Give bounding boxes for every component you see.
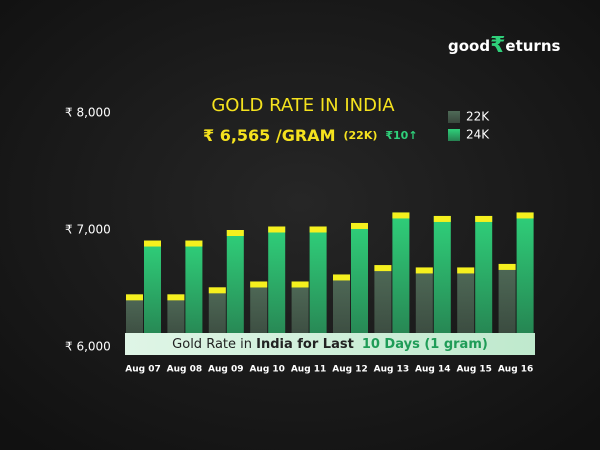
bar-cap	[268, 226, 286, 233]
caption: Gold Rate in India for Last 10 Days (1 gr…	[172, 337, 488, 352]
bar-cap	[291, 281, 309, 288]
bar	[392, 212, 410, 347]
bar-cap	[475, 215, 493, 222]
x-tick-label: Aug 09	[208, 365, 243, 375]
logo: good₹eturns	[448, 33, 561, 58]
bar	[208, 287, 226, 347]
bar	[250, 281, 268, 347]
bar	[415, 267, 433, 347]
bar-cap	[309, 226, 327, 233]
bar-cap	[433, 215, 451, 222]
bar	[351, 222, 368, 347]
y-tick-label: ₹ 6,000	[65, 340, 111, 354]
bar-cap	[167, 294, 185, 301]
x-tick-label: Aug 08	[167, 365, 202, 375]
bar-cap	[333, 274, 350, 281]
x-tick-label: Aug 10	[249, 365, 284, 375]
bar-cap	[226, 230, 244, 236]
price: ₹ 6,565 /GRAM (22K) ₹10↑	[203, 126, 418, 145]
bar-cap	[185, 240, 203, 247]
x-tick-label: Aug 14	[415, 365, 450, 375]
bar-cap	[126, 294, 143, 301]
bar-cap	[144, 240, 161, 247]
bar-cap	[392, 212, 410, 219]
x-tick-label: Aug 07	[125, 365, 160, 375]
legend-swatch	[448, 129, 460, 141]
bar	[309, 226, 327, 347]
bar	[333, 274, 350, 347]
bar-cap	[415, 267, 433, 274]
bar-cap	[351, 222, 368, 229]
bar	[457, 267, 475, 347]
legend-label: 22K	[466, 110, 490, 124]
bar	[498, 263, 516, 347]
bar	[268, 226, 286, 347]
legend-label: 24K	[466, 128, 490, 142]
bar-cap	[457, 267, 475, 274]
bar	[475, 215, 493, 347]
x-tick-label: Aug 12	[332, 365, 367, 375]
x-tick-label: Aug 13	[374, 365, 409, 375]
bar-cap	[250, 281, 268, 288]
bar	[516, 212, 534, 347]
chart-title: GOLD RATE IN INDIA	[211, 95, 395, 116]
bar-cap	[516, 212, 534, 219]
bar-cap	[374, 265, 392, 272]
x-tick-label: Aug 16	[498, 365, 533, 375]
y-tick-label: ₹ 7,000	[65, 223, 111, 237]
x-tick-label: Aug 15	[456, 365, 491, 375]
bar-cap	[498, 263, 516, 270]
legend-swatch	[448, 111, 460, 123]
x-tick-label: Aug 11	[291, 365, 326, 375]
bar	[291, 281, 309, 347]
bar-cap	[208, 287, 226, 294]
bar	[226, 230, 244, 347]
bar	[144, 240, 161, 347]
caption-banner	[125, 333, 535, 355]
y-tick-label: ₹ 8,000	[65, 106, 111, 120]
bar	[185, 240, 203, 347]
bar	[374, 265, 392, 347]
bar	[433, 215, 451, 347]
